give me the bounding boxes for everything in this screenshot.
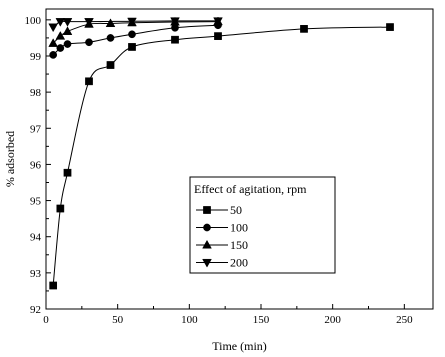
marker-circle xyxy=(85,38,93,47)
legend-label-100: 100 xyxy=(230,221,248,235)
legend-label-200: 200 xyxy=(230,256,248,270)
marker-triangle-down xyxy=(202,258,212,268)
x-tick-label: 100 xyxy=(181,314,198,326)
y-tick-label: 92 xyxy=(30,304,41,316)
y-tick-label: 98 xyxy=(30,87,42,99)
marker-square xyxy=(56,204,65,213)
y-tick-label: 93 xyxy=(30,268,42,280)
marker-square xyxy=(203,206,211,214)
y-tick-label: 99 xyxy=(30,51,42,63)
y-tick-label: 97 xyxy=(30,123,42,135)
y-tick-label: 94 xyxy=(30,232,42,244)
marker-triangle-up xyxy=(48,38,58,47)
marker-square xyxy=(300,25,308,33)
y-tick-label: 100 xyxy=(25,15,42,27)
y-axis-title: % adsorbed xyxy=(3,131,17,187)
axis-ticks: 0 50 100 150 200 250 92 93 94 95 96 97 98 99 100 xyxy=(25,15,414,326)
x-tick-label: 200 xyxy=(324,314,341,326)
marker-square xyxy=(106,61,115,69)
x-axis-title: Time (min) xyxy=(212,339,267,353)
marker-circle xyxy=(128,30,136,39)
legend-label-150: 150 xyxy=(230,238,248,252)
legend: Effect of agitation, rpm 50 100 150 200 xyxy=(189,176,336,274)
marker-square xyxy=(63,168,72,177)
marker-square xyxy=(171,35,179,44)
marker-triangle-down xyxy=(84,18,94,27)
marker-triangle-down xyxy=(62,18,73,27)
marker-triangle-up xyxy=(202,239,212,249)
marker-triangle-down xyxy=(55,18,66,27)
legend-box xyxy=(189,176,336,274)
marker-square xyxy=(85,77,93,86)
plot-frame xyxy=(45,8,434,310)
marker-circle xyxy=(203,223,211,232)
marker-square xyxy=(214,32,222,40)
x-tick-label: 250 xyxy=(396,314,413,326)
marker-square xyxy=(128,43,136,51)
marker-triangle-up xyxy=(62,26,73,35)
series-markers xyxy=(48,16,394,290)
legend-label-50: 50 xyxy=(230,203,242,217)
marker-circle xyxy=(49,51,58,59)
legend-title: Effect of agitation, rpm xyxy=(194,182,307,196)
marker-triangle-down xyxy=(48,23,58,33)
x-tick-label: 0 xyxy=(43,314,49,326)
marker-circle xyxy=(106,34,115,42)
y-tick-label: 96 xyxy=(30,159,42,171)
y-tick-label: 95 xyxy=(30,196,42,208)
marker-square xyxy=(386,23,394,31)
marker-circle xyxy=(63,40,72,48)
marker-triangle-up xyxy=(105,18,116,28)
x-tick-label: 50 xyxy=(112,314,124,326)
marker-triangle-down xyxy=(127,17,137,27)
x-tick-label: 150 xyxy=(253,314,270,326)
marker-triangle-down xyxy=(213,17,223,27)
marker-circle xyxy=(56,44,65,52)
series-line-50 xyxy=(52,26,391,286)
marker-triangle-down xyxy=(170,17,180,27)
marker-square xyxy=(49,281,58,290)
marker-triangle-up xyxy=(55,30,66,40)
